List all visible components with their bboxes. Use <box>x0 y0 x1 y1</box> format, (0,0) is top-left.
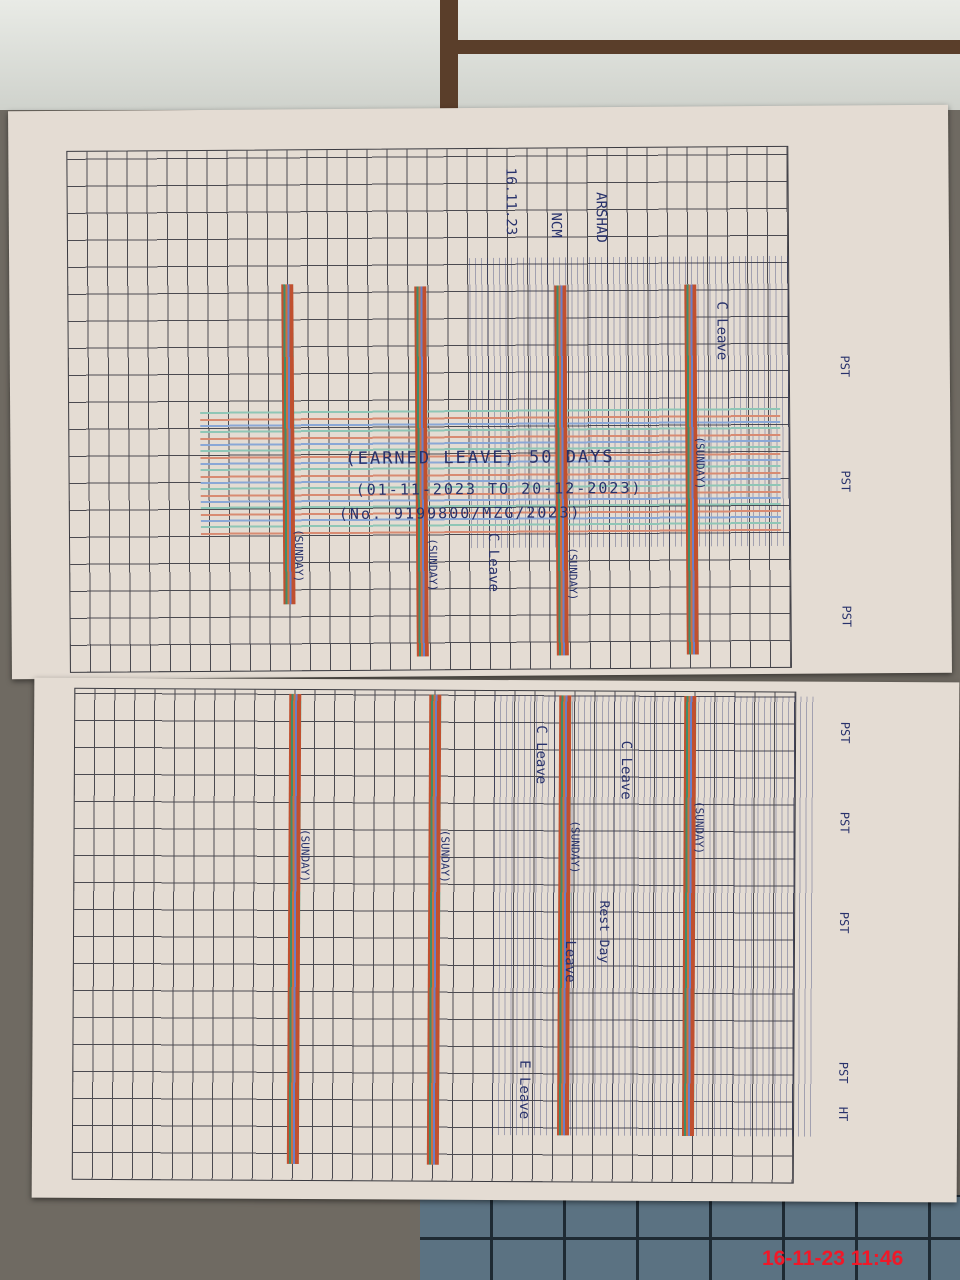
rest-day-mark: Rest Day <box>595 900 612 964</box>
designation: PST <box>837 911 852 934</box>
sunday-label: (SUNDAY) <box>693 436 707 490</box>
casual-leave-mark: C Leave <box>484 532 502 592</box>
designation: PST <box>838 470 853 493</box>
sunday-label: (SUNDAY) <box>291 529 306 583</box>
sunday-stripe <box>681 695 697 1137</box>
attendance-register-top-page: (EARNED LEAVE) 50 DAYS (01-11-2023 TO 20… <box>8 104 952 680</box>
earned-leave-mark: E Leave <box>516 1060 533 1120</box>
earned-leave-note: (EARNED LEAVE) 50 DAYS <box>345 447 615 469</box>
designation: PST <box>836 1061 851 1084</box>
casual-leave-mark: C Leave <box>617 740 635 800</box>
sunday-label: (SUNDAY) <box>438 829 452 883</box>
sunday-label: (SUNDAY) <box>298 828 312 883</box>
designation: PST <box>837 811 852 834</box>
sunday-label: (SUNDAY) <box>568 820 582 874</box>
signature-date: 16.11.23 <box>502 167 519 236</box>
signature: ARSHAD <box>592 192 609 243</box>
designation: PST <box>838 721 853 744</box>
attendance-register-bottom-page: (SUNDAY) (SUNDAY) (SUNDAY) (SUNDAY) PST … <box>31 677 960 1203</box>
casual-leave-mark: C Leave <box>532 725 550 785</box>
sunday-label: (SUNDAY) <box>566 547 580 601</box>
window-frame <box>440 0 458 110</box>
sunday-label: (SUNDAY) <box>692 801 706 855</box>
floor-tile <box>420 1195 960 1280</box>
sunday-stripe <box>426 694 442 1165</box>
sunday-stripe <box>556 695 572 1136</box>
leave-mark: Leave <box>561 940 578 983</box>
leave-order-number: (No. 9199800/MZG/2023) <box>338 503 582 523</box>
designation: PST <box>837 355 852 378</box>
designation: PST <box>839 605 854 628</box>
photo-timestamp: 16-11-23 11:46 <box>762 1247 904 1270</box>
casual-leave-mark: C Leave <box>713 301 730 361</box>
initials: NCM <box>547 212 564 238</box>
sunday-label: (SUNDAY) <box>426 538 440 592</box>
designation: HT <box>836 1106 851 1122</box>
window-frame <box>458 40 960 54</box>
sunday-stripe <box>286 693 302 1164</box>
window-background <box>0 0 960 110</box>
leave-period: (01-11-2023 TO 20-12-2023) <box>355 478 643 499</box>
